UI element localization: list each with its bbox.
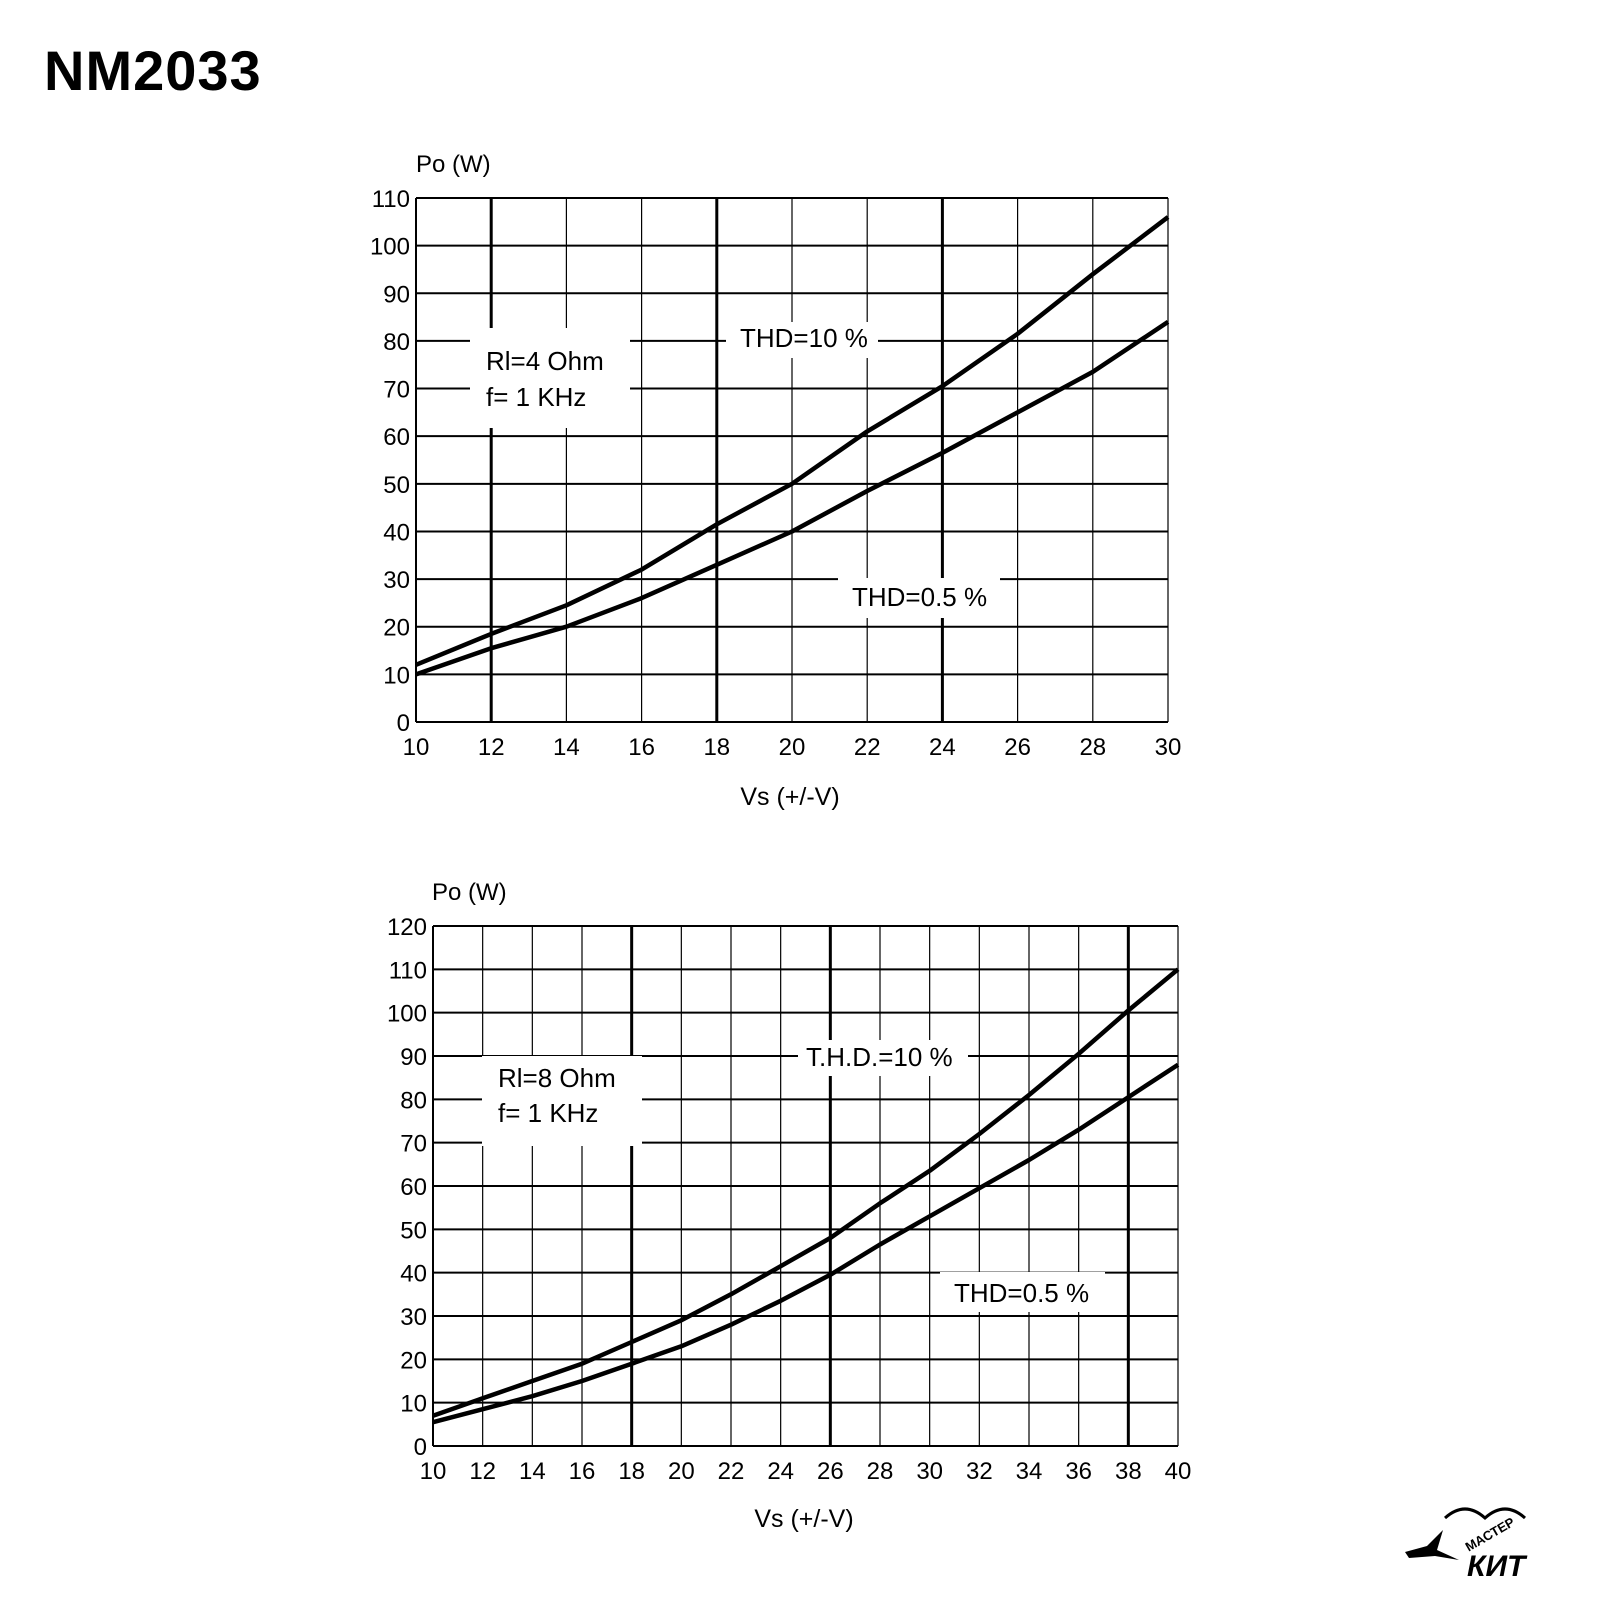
x-tick-label: 28 <box>1079 734 1106 761</box>
y-tick-label: 40 <box>383 519 410 546</box>
annotation-load: Rl=8 Ohm <box>498 1063 616 1093</box>
y-tick-label: 20 <box>400 1347 427 1374</box>
series-line <box>432 1062 1180 1425</box>
y-tick-label: 120 <box>387 914 427 941</box>
logo-bird-icon <box>1405 1530 1459 1560</box>
y-tick-label: 60 <box>400 1174 427 1201</box>
y-tick-label: 100 <box>370 234 410 261</box>
label-background <box>726 322 878 358</box>
label-background <box>470 328 630 428</box>
x-tick-label: 14 <box>519 1458 546 1485</box>
y-tick-label: 0 <box>414 1434 427 1461</box>
x-tick-label: 34 <box>1016 1458 1043 1485</box>
y-tick-label: 80 <box>383 329 410 356</box>
x-tick-label: 20 <box>668 1458 695 1485</box>
x-tick-label: 26 <box>1004 734 1031 761</box>
x-tick-label: 24 <box>929 734 956 761</box>
logo-arc-icon <box>1443 1507 1527 1521</box>
y-tick-label: 10 <box>400 1391 427 1418</box>
y-tick-label: 70 <box>383 377 410 404</box>
annotation-load: Rl=4 Ohm <box>486 346 604 376</box>
x-tick-label: 28 <box>867 1458 894 1485</box>
logo-text-main: КИТ <box>1467 1550 1528 1580</box>
x-tick-label: 32 <box>966 1458 993 1485</box>
y-tick-label: 110 <box>389 957 427 984</box>
y-tick-label: 30 <box>400 1304 427 1331</box>
x-tick-label: 30 <box>916 1458 943 1485</box>
x-tick-label: 10 <box>403 734 430 761</box>
y-tick-label: 40 <box>400 1261 427 1288</box>
x-tick-label: 22 <box>854 734 881 761</box>
x-tick-label: 12 <box>469 1458 496 1485</box>
y-tick-label: 50 <box>383 472 410 499</box>
x-tick-label: 16 <box>569 1458 596 1485</box>
x-tick-label: 18 <box>703 734 730 761</box>
x-tick-label: 20 <box>779 734 806 761</box>
series-label: THD=0.5 % <box>954 1278 1089 1308</box>
x-tick-label: 14 <box>553 734 580 761</box>
x-tick-label: 22 <box>718 1458 745 1485</box>
label-background <box>838 578 1000 618</box>
y-tick-label: 90 <box>383 281 410 308</box>
series-line <box>432 967 1180 1418</box>
y-axis-label: Po (W) <box>432 879 507 906</box>
master-kit-logo: МАСТЕР КИТ <box>1405 1507 1528 1580</box>
y-tick-label: 70 <box>400 1131 427 1158</box>
x-tick-label: 38 <box>1115 1458 1142 1485</box>
logo-text-top: МАСТЕР <box>1463 1514 1518 1554</box>
series-line <box>415 215 1170 667</box>
y-tick-label: 100 <box>387 1001 427 1028</box>
x-tick-label: 30 <box>1155 734 1182 761</box>
x-tick-label: 24 <box>767 1458 794 1485</box>
label-background <box>798 1040 968 1076</box>
x-tick-label: 16 <box>628 734 655 761</box>
y-tick-label: 90 <box>400 1044 427 1071</box>
x-tick-label: 12 <box>478 734 505 761</box>
y-tick-label: 50 <box>400 1217 427 1244</box>
annotation-frequency: f= 1 KHz <box>498 1098 598 1128</box>
annotation-frequency: f= 1 KHz <box>486 382 586 412</box>
y-tick-label: 80 <box>400 1087 427 1114</box>
x-tick-label: 10 <box>420 1458 447 1485</box>
page-title: NM2033 <box>44 39 262 102</box>
series-label: THD=10 % <box>740 323 868 353</box>
y-tick-label: 0 <box>397 710 410 737</box>
x-axis-label: Vs (+/-V) <box>754 1505 853 1533</box>
x-tick-label: 36 <box>1065 1458 1092 1485</box>
x-axis-label: Vs (+/-V) <box>740 783 839 811</box>
label-background <box>940 1272 1105 1312</box>
x-tick-label: 18 <box>618 1458 645 1485</box>
y-axis-label: Po (W) <box>416 151 491 178</box>
y-tick-label: 20 <box>383 615 410 642</box>
y-tick-label: 10 <box>383 662 410 689</box>
x-tick-label: 26 <box>817 1458 844 1485</box>
series-label: T.H.D.=10 % <box>806 1042 953 1072</box>
label-background <box>482 1056 642 1146</box>
y-tick-label: 60 <box>383 424 410 451</box>
series-label: THD=0.5 % <box>852 582 987 612</box>
x-tick-label: 40 <box>1165 1458 1192 1485</box>
series-line <box>415 320 1170 677</box>
y-tick-label: 110 <box>372 186 410 213</box>
y-tick-label: 30 <box>383 567 410 594</box>
